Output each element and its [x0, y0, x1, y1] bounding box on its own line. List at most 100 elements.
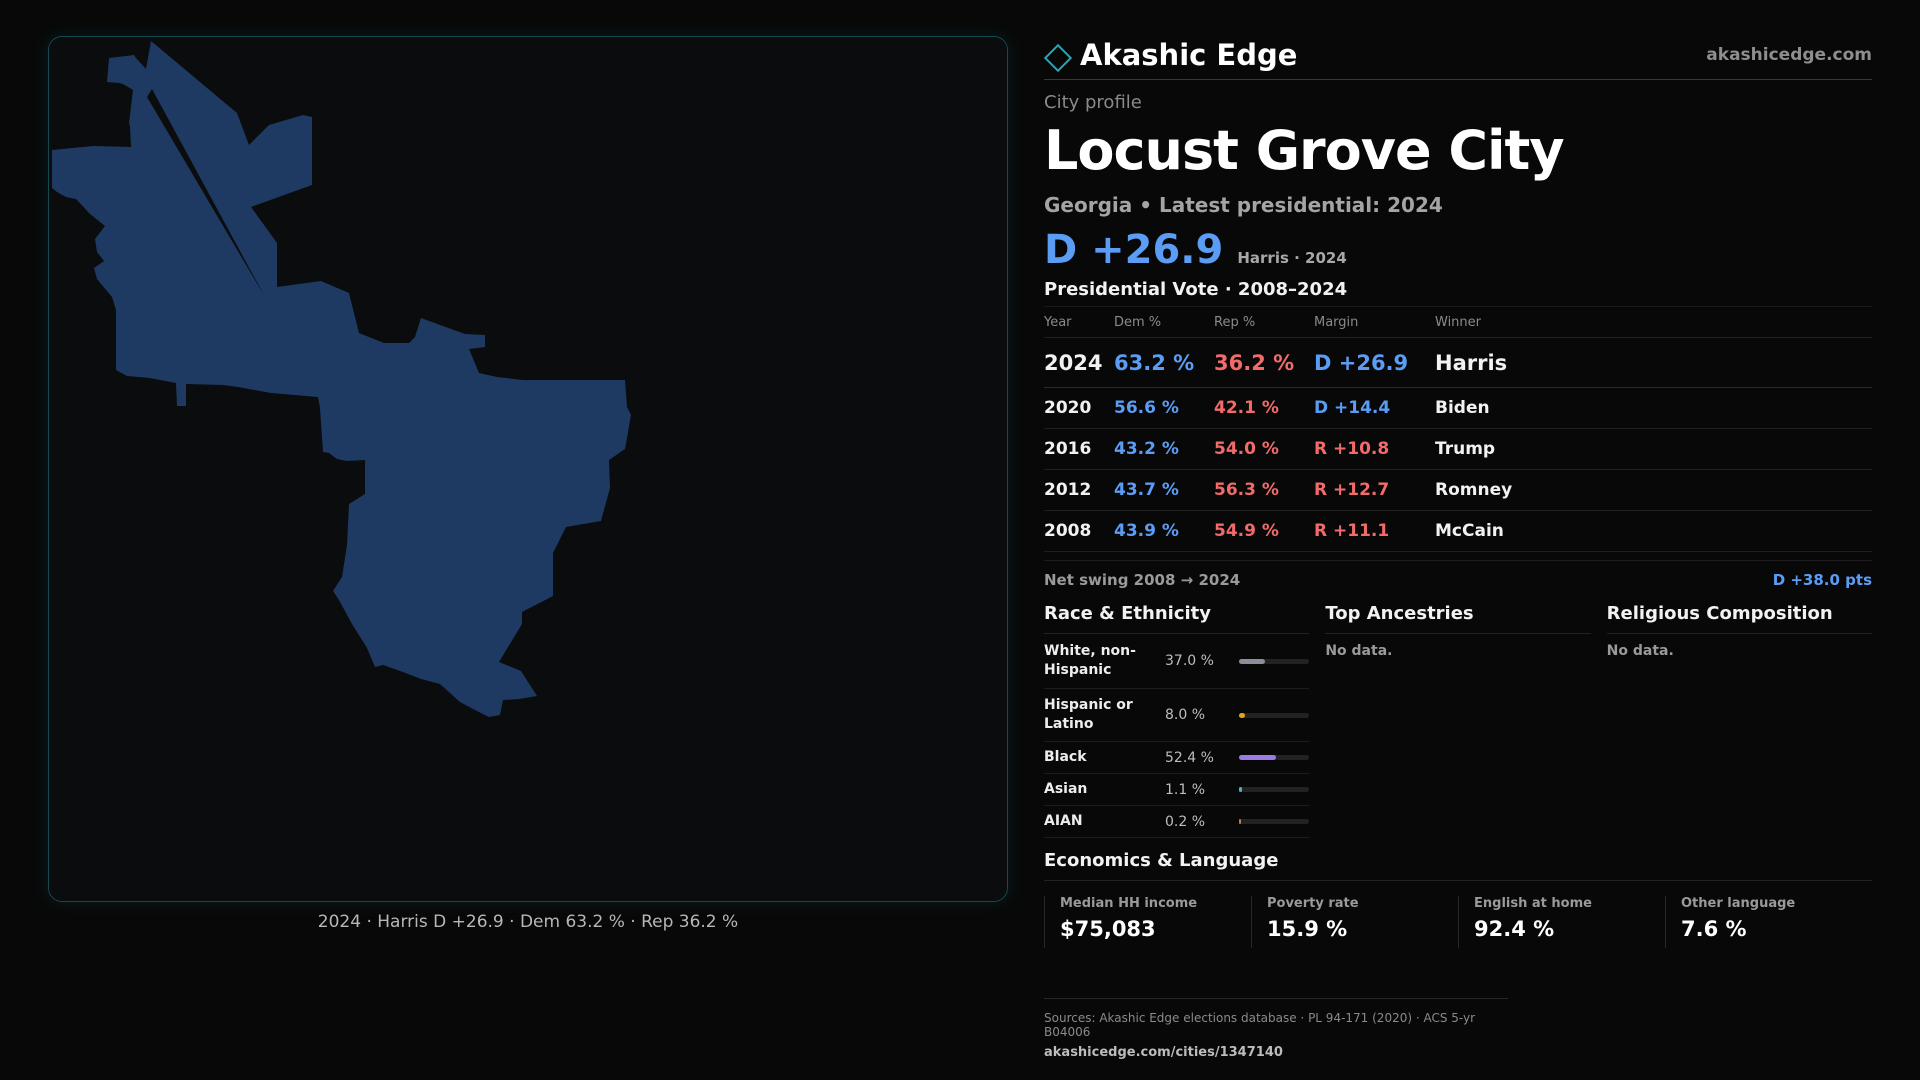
col-header-dem: Dem %	[1114, 306, 1214, 338]
cell-margin: R +11.1	[1314, 510, 1435, 552]
econ-median-income: Median HH income $75,083	[1044, 896, 1251, 948]
cell-margin: R +10.8	[1314, 428, 1435, 470]
cell-year: 2008	[1044, 510, 1114, 552]
econ-value: 7.6 %	[1681, 917, 1747, 941]
cell-rep: 36.2 %	[1214, 337, 1314, 388]
race-percent: 0.2 %	[1165, 813, 1206, 830]
econ-value: $75,083	[1060, 917, 1156, 941]
brand-url-link[interactable]: akashicedge.com	[1706, 44, 1872, 65]
race-bar-fill	[1239, 787, 1242, 792]
cell-dem: 56.6 %	[1114, 387, 1214, 429]
economics-heading: Economics & Language	[1044, 850, 1872, 881]
cell-winner: Trump	[1435, 428, 1872, 470]
city-profile-panel: Akashic Edge akashicedge.com City profil…	[1043, 30, 1872, 1060]
race-bar-fill	[1239, 819, 1241, 824]
race-name: Asian	[1044, 781, 1088, 797]
race-row: White, non-Hispanic 37.0 %	[1044, 634, 1310, 689]
col-header-year: Year	[1044, 306, 1114, 338]
econ-label: Other language	[1681, 896, 1796, 911]
table-row: 2012 43.7 % 56.3 % R +12.7 Romney	[1044, 469, 1872, 511]
race-percent: 1.1 %	[1165, 781, 1206, 798]
race-name: Hispanic or Latino	[1044, 697, 1133, 732]
race-name: Black	[1044, 749, 1087, 765]
col-header-margin: Margin	[1314, 306, 1435, 338]
margin-value: D +26.9	[1044, 227, 1224, 273]
race-bar	[1239, 819, 1309, 824]
econ-english-at-home: English at home 92.4 %	[1458, 896, 1665, 948]
race-row: Black 52.4 %	[1044, 742, 1310, 774]
race-bar-fill	[1239, 712, 1245, 718]
cell-dem: 63.2 %	[1114, 337, 1214, 388]
table-row: 2016 43.2 % 54.0 % R +10.8 Trump	[1044, 428, 1872, 470]
econ-value: 92.4 %	[1474, 917, 1555, 941]
cell-winner: Biden	[1435, 387, 1872, 429]
vote-table-header: Year Dem % Rep % Margin Winner	[1044, 306, 1872, 338]
cell-year: 2020	[1044, 387, 1114, 429]
cell-year: 2024	[1044, 337, 1114, 388]
race-percent: 52.4 %	[1165, 749, 1214, 766]
cell-margin: R +12.7	[1314, 469, 1435, 511]
ancestries-empty: No data.	[1325, 643, 1393, 659]
race-percent: 37.0 %	[1165, 653, 1214, 669]
econ-label: English at home	[1474, 896, 1592, 911]
econ-value: 15.9 %	[1267, 917, 1348, 941]
race-name: White, non-Hispanic	[1044, 643, 1136, 678]
brand[interactable]: Akashic Edge	[1043, 38, 1297, 72]
cell-winner: Romney	[1435, 469, 1872, 511]
top-ancestries: Top Ancestries No data.	[1325, 603, 1591, 838]
cell-rep: 54.9 %	[1214, 510, 1314, 552]
vote-table: Year Dem % Rep % Margin Winner 2024 63.2 …	[1044, 306, 1872, 552]
margin-caption: Harris · 2024	[1237, 249, 1347, 267]
vote-heading: Presidential Vote · 2008–2024	[1044, 279, 1348, 300]
race-bar	[1239, 658, 1309, 664]
cell-year: 2012	[1044, 469, 1114, 511]
cell-rep: 56.3 %	[1214, 469, 1314, 511]
race-bar	[1239, 755, 1309, 760]
cell-rep: 54.0 %	[1214, 428, 1314, 470]
race-bar	[1239, 787, 1309, 792]
econ-poverty-rate: Poverty rate 15.9 %	[1251, 896, 1458, 948]
cell-margin: D +14.4	[1314, 387, 1435, 429]
race-bar	[1239, 712, 1309, 718]
cell-rep: 42.1 %	[1214, 387, 1314, 429]
sources-url-link[interactable]: akashicedge.com/cities/1347140	[1044, 1045, 1283, 1060]
cell-winner: Harris	[1435, 337, 1872, 388]
city-boundary-polygon	[52, 41, 631, 717]
ancestries-heading: Top Ancestries	[1325, 603, 1591, 634]
sources-line: Sources: Akashic Edge elections database…	[1044, 1011, 1476, 1039]
cell-margin: D +26.9	[1314, 337, 1435, 388]
headline-margin: D +26.9 Harris · 2024	[1044, 227, 1872, 273]
profile-eyebrow: City profile	[1044, 92, 1142, 113]
brand-header: Akashic Edge akashicedge.com	[1043, 30, 1872, 80]
sources-footer: Sources: Akashic Edge elections database…	[1044, 998, 1508, 1060]
net-swing-value: D +38.0 pts	[1772, 571, 1872, 589]
table-row: 2020 56.6 % 42.1 % D +14.4 Biden	[1044, 387, 1872, 429]
col-header-rep: Rep %	[1214, 306, 1314, 338]
table-row: 2024 63.2 % 36.2 % D +26.9 Harris	[1044, 337, 1872, 388]
race-row: Asian 1.1 %	[1044, 774, 1310, 806]
race-row: Hispanic or Latino 8.0 %	[1044, 689, 1310, 742]
econ-other-language: Other language 7.6 %	[1665, 896, 1872, 948]
cell-dem: 43.2 %	[1114, 428, 1214, 470]
econ-label: Poverty rate	[1267, 896, 1359, 911]
cell-year: 2016	[1044, 428, 1114, 470]
net-swing-label: Net swing 2008 → 2024	[1044, 571, 1241, 589]
net-swing: Net swing 2008 → 2024 D +38.0 pts	[1044, 560, 1872, 589]
map-caption: 2024 · Harris D +26.9 · Dem 63.2 % · Rep…	[317, 912, 739, 932]
race-row: AIAN 0.2 %	[1044, 806, 1310, 838]
city-boundary-map[interactable]	[48, 36, 1008, 902]
race-heading: Race & Ethnicity	[1044, 603, 1310, 634]
race-bar-fill	[1239, 658, 1265, 664]
religion-empty: No data.	[1606, 643, 1674, 659]
profile-subtitle: Georgia • Latest presidential: 2024	[1044, 193, 1443, 217]
race-bar-fill	[1239, 755, 1276, 760]
demographics-section: Race & Ethnicity White, non-Hispanic 37.0…	[1044, 603, 1872, 838]
religion-heading: Religious Composition	[1606, 603, 1872, 634]
cell-winner: McCain	[1435, 510, 1872, 552]
col-header-winner: Winner	[1435, 306, 1872, 338]
cell-dem: 43.7 %	[1114, 469, 1214, 511]
race-ethnicity: Race & Ethnicity White, non-Hispanic 37.0…	[1044, 603, 1310, 838]
cell-dem: 43.9 %	[1114, 510, 1214, 552]
diamond-logo-icon	[1043, 43, 1073, 72]
race-name: AIAN	[1044, 813, 1083, 829]
